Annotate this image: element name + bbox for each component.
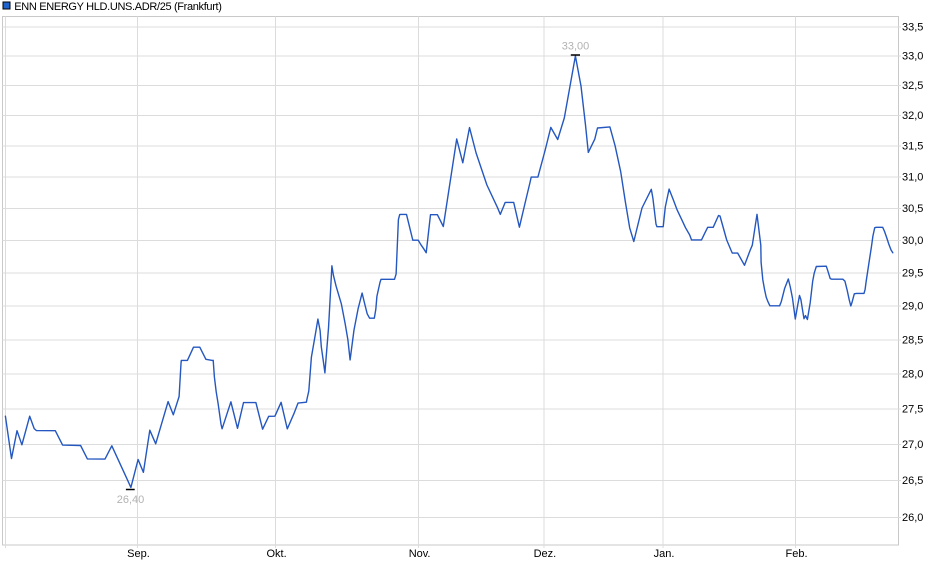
svg-text:31,5: 31,5 bbox=[902, 141, 923, 153]
svg-text:33,00: 33,00 bbox=[562, 41, 590, 53]
svg-text:32,0: 32,0 bbox=[902, 110, 923, 122]
svg-text:Dez.: Dez. bbox=[534, 548, 557, 560]
svg-text:26,0: 26,0 bbox=[902, 512, 923, 524]
svg-text:28,0: 28,0 bbox=[902, 369, 923, 381]
svg-text:30,5: 30,5 bbox=[902, 203, 923, 215]
svg-text:ENN ENERGY HLD.UNS.ADR/25 (Fra: ENN ENERGY HLD.UNS.ADR/25 (Frankfurt) bbox=[14, 1, 221, 13]
svg-text:Feb.: Feb. bbox=[785, 548, 807, 560]
svg-text:29,5: 29,5 bbox=[902, 268, 923, 280]
svg-text:26,5: 26,5 bbox=[902, 475, 923, 487]
svg-text:29,0: 29,0 bbox=[902, 301, 923, 313]
svg-text:Nov.: Nov. bbox=[409, 548, 431, 560]
svg-text:33,0: 33,0 bbox=[902, 51, 923, 63]
svg-text:28,5: 28,5 bbox=[902, 334, 923, 346]
svg-text:27,5: 27,5 bbox=[902, 404, 923, 416]
svg-text:33,5: 33,5 bbox=[902, 22, 923, 34]
svg-text:27,0: 27,0 bbox=[902, 439, 923, 451]
svg-text:31,0: 31,0 bbox=[902, 172, 923, 184]
svg-text:26,40: 26,40 bbox=[117, 494, 145, 506]
svg-text:30,0: 30,0 bbox=[902, 235, 923, 247]
svg-text:Okt.: Okt. bbox=[267, 548, 287, 560]
svg-text:Jan.: Jan. bbox=[654, 548, 675, 560]
svg-text:32,5: 32,5 bbox=[902, 80, 923, 92]
svg-text:Sep.: Sep. bbox=[127, 548, 150, 560]
